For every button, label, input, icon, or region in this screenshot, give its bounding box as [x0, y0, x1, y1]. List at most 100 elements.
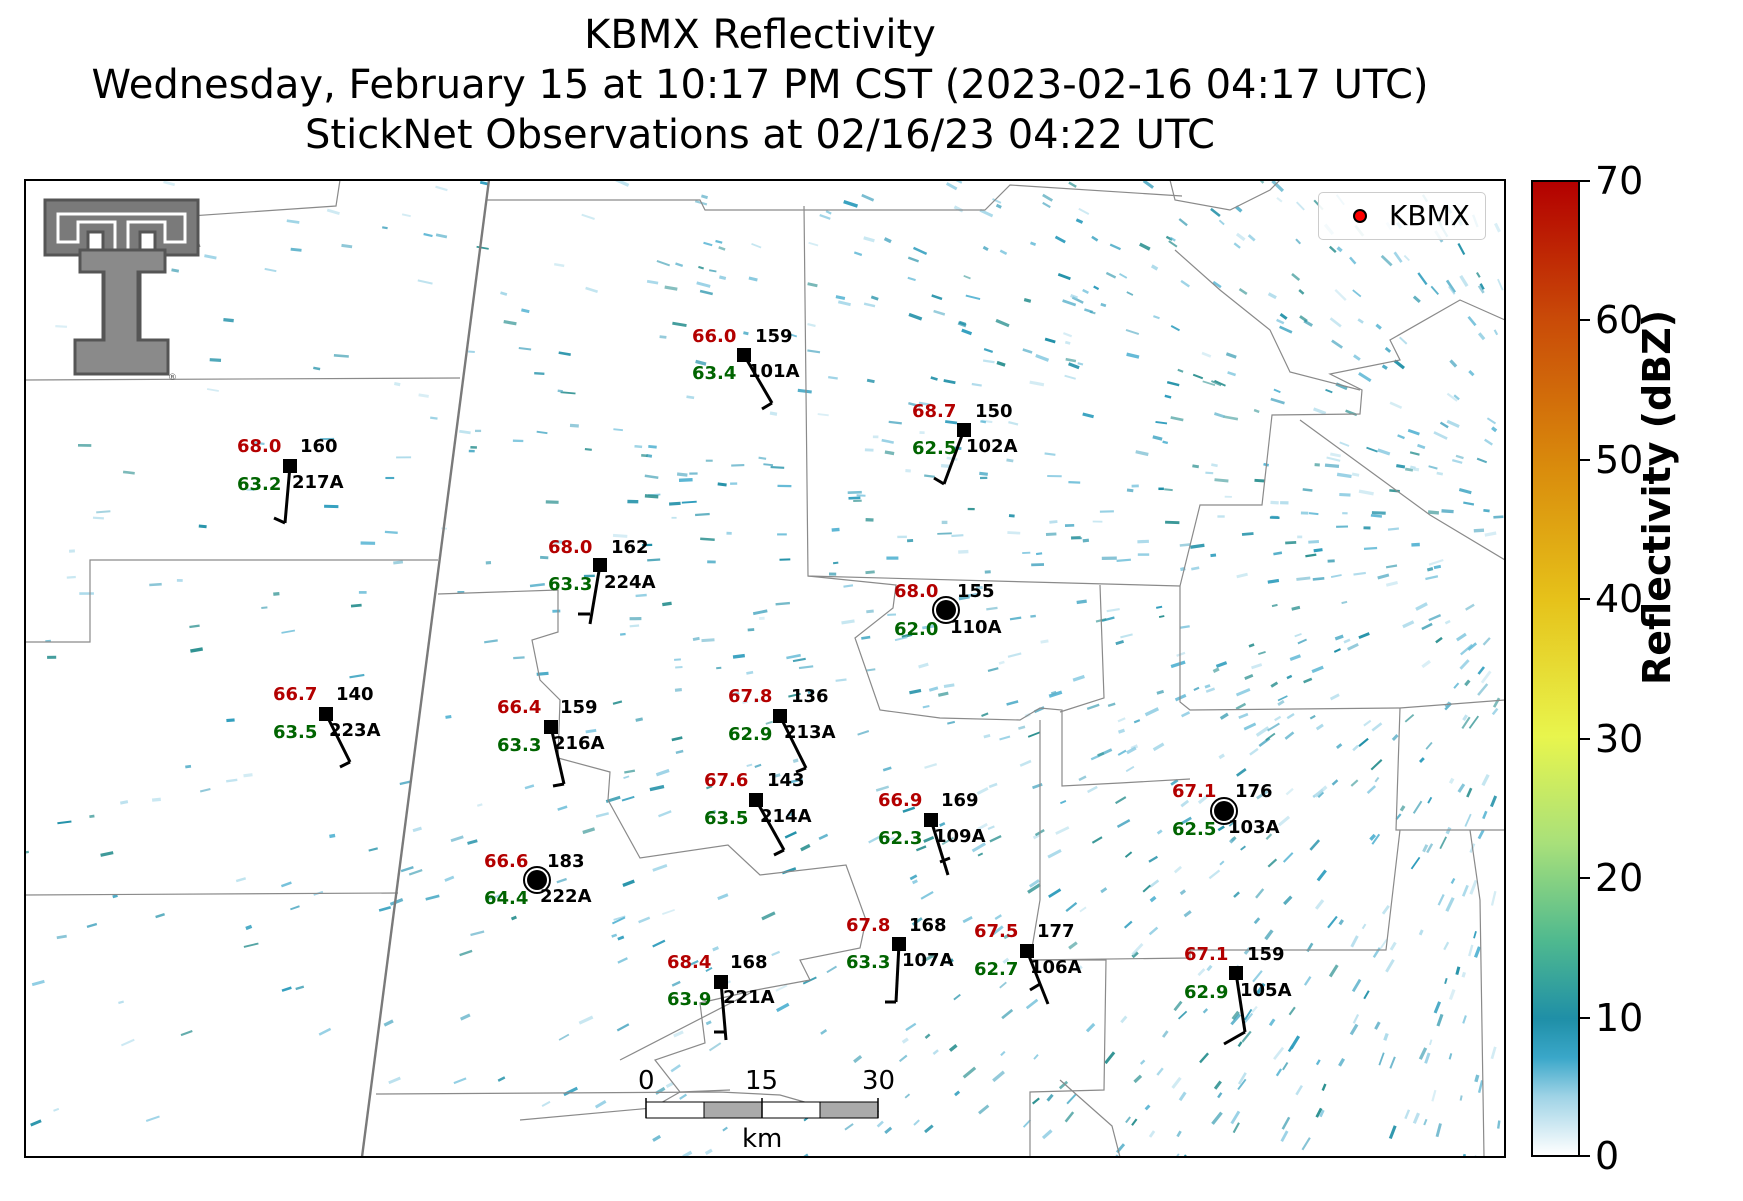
radar-echo-gate — [1455, 966, 1461, 975]
station-223A[interactable]: 66.7 140 63.5 223A — [273, 684, 381, 769]
radar-echo-gate — [1190, 543, 1205, 549]
radar-echo-gate — [671, 980, 681, 987]
radar-echo-gate — [908, 312, 923, 321]
radar-echo-gate — [1296, 576, 1311, 581]
station-221A-dew: 63.9 — [667, 989, 711, 1010]
radar-echo-gate — [1173, 865, 1182, 874]
radar-echo-gate — [1064, 340, 1071, 345]
radar-echo-gate — [1192, 464, 1200, 469]
radar-echo-gate — [1358, 632, 1370, 640]
radar-echo-gate — [459, 429, 471, 435]
radar-echo-gate — [1139, 242, 1151, 251]
radar-echo-gate — [1144, 707, 1160, 717]
radar-echo-gate — [1175, 1153, 1180, 1157]
radar-echo-gate — [998, 660, 1005, 665]
station-216A-dew: 63.3 — [497, 735, 541, 756]
station-216A[interactable]: 66.4 159 63.3 216A — [497, 697, 605, 788]
station-213A[interactable]: 67.8 136 62.9 213A — [728, 686, 836, 774]
radar-echo-gate — [882, 766, 892, 772]
radar-echo-gate — [979, 208, 994, 218]
radar-echo-gate — [1075, 218, 1084, 224]
radar-echo-gate — [408, 869, 423, 876]
station-107A-pres: 168 — [909, 915, 947, 936]
radar-echo-gate — [1171, 1076, 1182, 1089]
radar-echo-gate — [243, 773, 253, 778]
colorbar-tick-label-30: 30 — [1595, 717, 1644, 761]
radar-echo-gate — [1166, 380, 1180, 387]
radar-echo-gate — [1453, 394, 1460, 401]
radar-echo-gate — [1125, 328, 1140, 336]
radar-echo-gate — [1330, 452, 1341, 458]
station-102A[interactable]: 68.7 150 62.5 102A — [912, 401, 1018, 486]
radar-echo-gate — [1387, 527, 1400, 531]
station-109A[interactable]: 66.9 169 62.3 109A — [878, 790, 986, 876]
radar-echo-gate — [612, 700, 623, 705]
radar-echo-gate — [1176, 651, 1186, 657]
station-103A[interactable]: 67.1 176 62.5 103A — [1172, 781, 1280, 840]
radar-echo-gate — [941, 836, 954, 846]
radar-echo-gate — [758, 456, 767, 460]
radar-echo-gate — [1000, 1050, 1006, 1057]
radar-echo-gate — [286, 219, 300, 224]
radar-echo-gate — [695, 359, 707, 366]
radar-echo-gate — [1273, 388, 1281, 394]
radar-echo-gate — [1338, 919, 1344, 926]
radar-echo-gate — [1156, 1067, 1164, 1076]
radar-echo-gate — [611, 916, 626, 925]
radar-echo-gate — [1255, 888, 1265, 899]
station-110A[interactable]: 68.0 155 62.0 110A — [894, 581, 1002, 640]
radar-echo-gate — [1078, 775, 1087, 782]
radar-echo-gate — [1366, 785, 1377, 795]
station-109A-temp: 66.9 — [878, 790, 922, 811]
radar-echo-gate — [1494, 222, 1501, 233]
radar-echo-gate — [1035, 552, 1043, 556]
station-103A-dew: 62.5 — [1172, 819, 1216, 840]
radar-echo-gate — [918, 401, 932, 407]
station-214A[interactable]: 67.6 143 63.5 214A — [704, 770, 812, 857]
station-107A[interactable]: 67.8 168 63.3 107A — [846, 915, 954, 1004]
county-boundary — [375, 1091, 816, 1106]
radar-echo-gate — [1295, 238, 1302, 245]
radar-echo-gate — [1374, 776, 1380, 783]
station-222A[interactable]: 66.6 183 64.4 222A — [484, 851, 592, 909]
radar-echo-gate — [698, 265, 705, 270]
radar-echo-gate — [719, 275, 727, 281]
radar-echo-gate — [863, 236, 875, 243]
radar-echo-gate — [1233, 891, 1240, 898]
station-106A[interactable]: 67.5 177 62.7 106A — [974, 921, 1082, 1005]
radar-echo-gate — [769, 411, 778, 416]
radar-echo-gate — [1349, 256, 1357, 265]
radar-echo-gate — [1197, 793, 1210, 805]
radar-echo-gate — [671, 736, 683, 742]
radar-echo-gate — [646, 279, 659, 285]
station-101A[interactable]: 66.0 159 63.4 101A — [692, 326, 800, 411]
radar-echo-gate — [1383, 1032, 1389, 1041]
radar-echo-gate — [1148, 855, 1158, 863]
radar-echo-gate — [1148, 1130, 1156, 1138]
radar-echo-gate — [978, 1104, 990, 1115]
radar-echo-gate — [1433, 564, 1442, 570]
radar-echo-gate — [1428, 613, 1442, 622]
radar-echo-gate — [1120, 1015, 1128, 1024]
station-110A-pres: 155 — [957, 581, 995, 602]
radar-echo-gate — [848, 496, 861, 500]
radar-echo-gate — [655, 768, 670, 777]
radar-echo-gate — [1068, 362, 1080, 370]
radar-echo-gate — [692, 636, 700, 642]
radar-echo-gate — [1286, 674, 1293, 680]
colorbar-title: Reflectivity (dBZ) — [1635, 309, 1679, 685]
radar-echo-gate — [771, 950, 781, 957]
radar-echo-gate — [245, 924, 253, 931]
station-224A[interactable]: 68.0 162 63.3 224A — [548, 537, 656, 625]
radar-echo-gate — [467, 839, 478, 845]
station-221A[interactable]: 68.4 168 63.9 221A — [667, 952, 775, 1041]
radar-echo-gate — [1399, 336, 1408, 345]
radar-echo-gate — [1087, 785, 1098, 794]
radar-echo-gate — [290, 905, 300, 911]
station-217A[interactable]: 68.0 160 63.2 217A — [237, 436, 344, 525]
radar-echo-gate — [875, 785, 890, 792]
station-105A[interactable]: 67.1 159 62.9 105A — [1184, 944, 1292, 1046]
radar-echo-gate — [788, 692, 801, 698]
radar-echo-gate — [1426, 567, 1434, 572]
